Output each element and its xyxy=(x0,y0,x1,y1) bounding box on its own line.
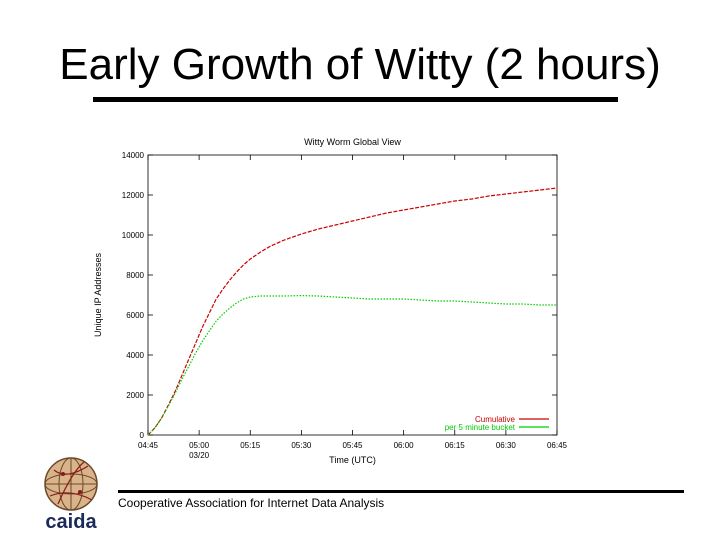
y-tick-label: 2000 xyxy=(126,391,144,400)
x-axis-label: Time (UTC) xyxy=(329,455,376,465)
footer-organization: Cooperative Association for Internet Dat… xyxy=(118,496,385,510)
chart-title: Witty Worm Global View xyxy=(304,137,401,147)
y-tick-label: 14000 xyxy=(122,151,145,160)
x-tick-label: 06:00 xyxy=(394,441,415,450)
title-underline xyxy=(93,97,618,102)
caida-logo: caida xyxy=(44,457,98,532)
y-tick-label: 6000 xyxy=(126,311,144,320)
x-tick-label: 05:00 xyxy=(189,441,210,450)
logo-wordmark: caida xyxy=(45,511,97,532)
x-tick-label: 06:30 xyxy=(496,441,517,450)
x-tick-label: 06:15 xyxy=(445,441,466,450)
x-tick-sublabel: 03/20 xyxy=(189,451,210,460)
y-axis-label: Unique IP Addresses xyxy=(93,253,103,337)
footer-divider xyxy=(118,490,684,493)
y-tick-label: 8000 xyxy=(126,271,144,280)
legend-label: per 5 minute bucket xyxy=(445,423,516,432)
globe-icon xyxy=(44,457,98,511)
x-tick-label: 06:45 xyxy=(547,441,568,450)
x-tick-label: 05:30 xyxy=(291,441,312,450)
x-tick-label: 05:15 xyxy=(240,441,261,450)
legend-label: Cumulative xyxy=(475,415,516,424)
plot-frame xyxy=(147,154,558,436)
x-tick-label: 04:45 xyxy=(138,441,159,450)
x-tick-label: 05:45 xyxy=(342,441,363,450)
y-tick-label: 4000 xyxy=(126,351,144,360)
y-tick-label: 10000 xyxy=(122,231,145,240)
series-line-cumulative xyxy=(147,187,558,436)
slide-title: Early Growth of Witty (2 hours) xyxy=(59,40,661,89)
series-line-per-5-minute-bucket xyxy=(147,294,557,436)
y-tick-label: 12000 xyxy=(122,191,145,200)
y-tick-label: 0 xyxy=(140,431,145,440)
